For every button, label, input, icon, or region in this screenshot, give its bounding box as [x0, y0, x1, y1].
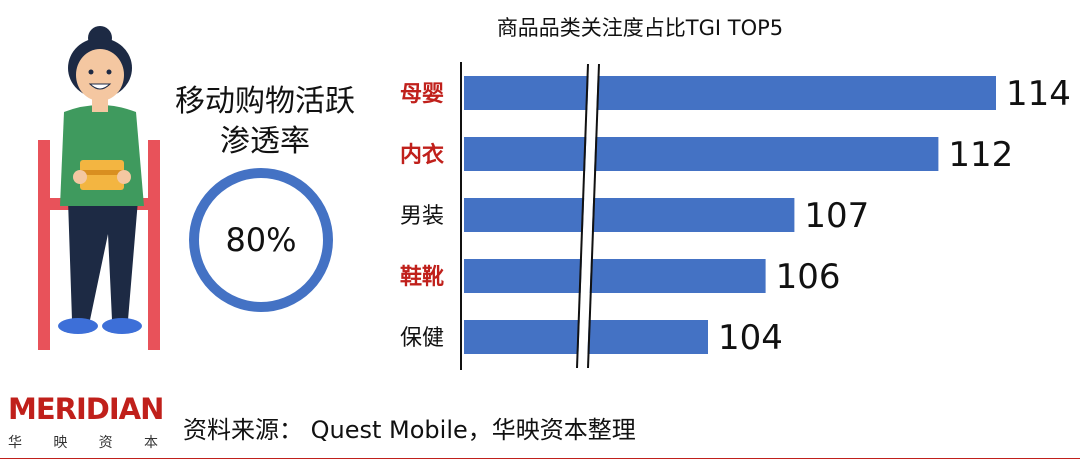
eye-right: [106, 69, 112, 75]
logo-subtitle: 华 映 资 本: [8, 432, 158, 452]
smile: [88, 83, 112, 90]
rate-value: 80%: [225, 221, 297, 259]
hand-left: [73, 170, 87, 184]
hand-right: [117, 170, 131, 184]
data-label: 114: [1006, 74, 1071, 114]
logo-char: 资: [98, 435, 113, 451]
footer-divider: [0, 458, 1080, 459]
axis-break-gap: [578, 66, 598, 366]
eye-left: [88, 69, 94, 75]
category-label: 保健: [400, 326, 444, 351]
chart-title: 商品品类关注度占比TGI TOP5: [496, 16, 784, 40]
chair-back-right: [148, 140, 160, 350]
data-label: 104: [718, 318, 783, 358]
chair-back-left: [38, 140, 50, 350]
data-label: 106: [776, 257, 841, 297]
category-label: 男装: [400, 204, 444, 229]
logo-char: 华: [8, 435, 22, 451]
person-legs: [68, 200, 138, 320]
logo-char: 本: [143, 435, 158, 451]
shoe-right: [102, 318, 142, 334]
data-label: 107: [804, 196, 869, 236]
shoe-left: [58, 318, 98, 334]
data-label: 112: [948, 135, 1013, 175]
box-tape: [80, 170, 124, 175]
meridian-logo: MERIDIAN: [8, 392, 164, 426]
category-label: 内衣: [400, 142, 444, 168]
axis-break-line: [587, 63, 600, 369]
logo-char: 映: [53, 435, 68, 451]
source-note: 资料来源： Quest Mobile，华映资本整理: [183, 416, 636, 444]
axis-break-line: [576, 63, 589, 369]
rate-ring: [189, 168, 333, 312]
face: [76, 49, 124, 101]
bar: [464, 259, 766, 293]
person-illustration: [38, 26, 160, 350]
rate-ring-circle: [189, 168, 333, 312]
rate-title: 移动购物活跃渗透率: [175, 84, 355, 159]
category-label: 母婴: [400, 82, 444, 107]
bar: [464, 137, 939, 171]
category-label: 鞋靴: [400, 265, 444, 290]
bar: [464, 76, 996, 110]
bar: [464, 198, 795, 232]
